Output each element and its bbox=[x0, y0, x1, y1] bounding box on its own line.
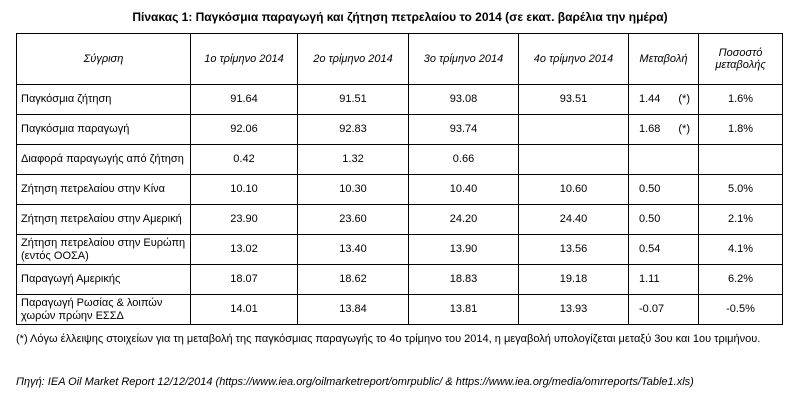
value-cell: 24.20 bbox=[408, 204, 519, 235]
row-label: Παραγωγή Ρωσίας & λοιπών χωρών πρώην ΕΣΣ… bbox=[16, 294, 191, 325]
change-wrap: 0.50 bbox=[633, 183, 694, 196]
value-cell: 10.30 bbox=[297, 174, 409, 205]
change-value: 1.68 bbox=[639, 123, 661, 135]
header-cell: 2ο τρίμηνο 2014 bbox=[297, 33, 409, 85]
value-cell: 18.83 bbox=[408, 264, 519, 295]
pct-cell: 2.1% bbox=[698, 204, 783, 235]
change-wrap: 1.11 bbox=[633, 273, 694, 286]
header-cell: Ποσοστό μεταβολής bbox=[698, 33, 783, 85]
change-value: 0.50 bbox=[639, 183, 661, 195]
change-wrap: 0.50 bbox=[633, 213, 694, 226]
value-cell: 13.93 bbox=[518, 294, 629, 325]
change-cell: -0.07 bbox=[628, 294, 699, 325]
pct-cell: 6.2% bbox=[698, 264, 783, 295]
row-label: Διαφορά παραγωγής από ζήτηση bbox=[16, 144, 191, 175]
table-row: Παραγωγή Ρωσίας & λοιπών χωρών πρώην ΕΣΣ… bbox=[16, 294, 783, 325]
change-wrap: -0.07 bbox=[633, 303, 694, 316]
change-value: 1.44 bbox=[639, 93, 661, 105]
change-cell: 1.44 (*) bbox=[628, 84, 699, 115]
row-label: Ζήτηση πετρελαίου στην Αμερική bbox=[16, 204, 191, 235]
value-cell: 0.42 bbox=[190, 144, 298, 175]
header-cell: 1ο τρίμηνο 2014 bbox=[190, 33, 298, 85]
data-table: Σύγριση 1ο τρίμηνο 2014 2ο τρίμηνο 2014 3ο … bbox=[16, 33, 783, 325]
pct-cell: -0.5% bbox=[698, 294, 783, 325]
value-cell: 19.18 bbox=[518, 264, 629, 295]
header-cell: Σύγριση bbox=[16, 33, 191, 85]
value-cell: 14.01 bbox=[190, 294, 298, 325]
table-row: Παγκόσμια παραγωγή 92.06 92.83 93.74 1.68 (*)… bbox=[16, 114, 783, 145]
value-cell: 23.60 bbox=[297, 204, 409, 235]
change-cell: 1.68 (*) bbox=[628, 114, 699, 145]
table-row: Ζήτηση πετρελαίου στην Κίνα 10.10 10.30 10.… bbox=[16, 174, 783, 205]
pct-cell bbox=[698, 144, 783, 175]
row-label: Παγκόσμια ζήτηση bbox=[16, 84, 191, 115]
table-row: Ζήτηση πετρελαίου στην Ευρώπη (εντός ΟΟΣ… bbox=[16, 234, 783, 265]
footnote: (*) Λόγω έλλειψης στοιχείων για τη μεταβ… bbox=[16, 333, 761, 345]
header-row: Σύγριση 1ο τρίμηνο 2014 2ο τρίμηνο 2014 3ο … bbox=[16, 33, 783, 85]
value-cell: 1.32 bbox=[297, 144, 409, 175]
table-row: Ζήτηση πετρελαίου στην Αμερική 23.90 23.60… bbox=[16, 204, 783, 235]
value-cell: 93.08 bbox=[408, 84, 519, 115]
value-cell: 13.56 bbox=[518, 234, 629, 265]
value-cell bbox=[518, 114, 629, 145]
change-value: 1.11 bbox=[639, 273, 660, 285]
change-cell bbox=[628, 144, 699, 175]
table-title: Πίνακας 1: Παγκόσμια παραγωγή και ζήτηση… bbox=[132, 10, 668, 24]
value-cell: 10.10 bbox=[190, 174, 298, 205]
change-value: -0.07 bbox=[639, 303, 665, 315]
change-wrap: 1.68 (*) bbox=[633, 123, 694, 136]
header-cell: 4ο τρίμηνο 2014 bbox=[518, 33, 629, 85]
table-row: Διαφορά παραγωγής από ζήτηση 0.42 1.32 0.66 bbox=[16, 144, 783, 175]
change-value: 0.54 bbox=[639, 243, 661, 255]
change-cell: 0.50 bbox=[628, 174, 699, 205]
value-cell: 18.62 bbox=[297, 264, 409, 295]
row-label: Ζήτηση πετρελαίου στην Ευρώπη (εντός ΟΟΣ… bbox=[16, 234, 191, 265]
row-label: Ζήτηση πετρελαίου στην Κίνα bbox=[16, 174, 191, 205]
value-cell: 23.90 bbox=[190, 204, 298, 235]
pct-cell: 5.0% bbox=[698, 174, 783, 205]
change-cell: 0.50 bbox=[628, 204, 699, 235]
value-cell: 13.90 bbox=[408, 234, 519, 265]
change-cell: 1.11 bbox=[628, 264, 699, 295]
row-label: Παραγωγή Αμερικής bbox=[16, 264, 191, 295]
change-value: 0.50 bbox=[639, 213, 661, 225]
value-cell: 10.60 bbox=[518, 174, 629, 205]
value-cell: 18.07 bbox=[190, 264, 298, 295]
value-cell: 0.66 bbox=[408, 144, 519, 175]
value-cell: 13.81 bbox=[408, 294, 519, 325]
table-row: Παραγωγή Αμερικής 18.07 18.62 18.83 19.18 1.1… bbox=[16, 264, 783, 295]
source: Πηγή: IEA Oil Market Report 12/12/2014 (… bbox=[16, 376, 694, 388]
value-cell: 92.06 bbox=[190, 114, 298, 145]
pct-cell: 1.8% bbox=[698, 114, 783, 145]
value-cell: 93.51 bbox=[518, 84, 629, 115]
value-cell: 10.40 bbox=[408, 174, 519, 205]
value-cell: 91.51 bbox=[297, 84, 409, 115]
value-cell: 13.02 bbox=[190, 234, 298, 265]
pct-cell: 1.6% bbox=[698, 84, 783, 115]
change-wrap: 1.44 (*) bbox=[633, 93, 694, 106]
change-wrap: 0.54 bbox=[633, 243, 694, 256]
value-cell: 93.74 bbox=[408, 114, 519, 145]
row-label: Παγκόσμια παραγωγή bbox=[16, 114, 191, 145]
header-cell: 3ο τρίμηνο 2014 bbox=[408, 33, 519, 85]
change-cell: 0.54 bbox=[628, 234, 699, 265]
value-cell: 13.40 bbox=[297, 234, 409, 265]
table-body: Παγκόσμια ζήτηση 91.64 91.51 93.08 93.51 1.44… bbox=[16, 84, 783, 325]
value-cell: 91.64 bbox=[190, 84, 298, 115]
value-cell bbox=[518, 144, 629, 175]
change-note: (*) bbox=[678, 123, 690, 135]
pct-cell: 4.1% bbox=[698, 234, 783, 265]
value-cell: 13.84 bbox=[297, 294, 409, 325]
value-cell: 92.83 bbox=[297, 114, 409, 145]
value-cell: 24.40 bbox=[518, 204, 629, 235]
change-note: (*) bbox=[678, 93, 690, 105]
table-row: Παγκόσμια ζήτηση 91.64 91.51 93.08 93.51 1.44… bbox=[16, 84, 783, 115]
header-cell: Μεταβολή bbox=[628, 33, 699, 85]
